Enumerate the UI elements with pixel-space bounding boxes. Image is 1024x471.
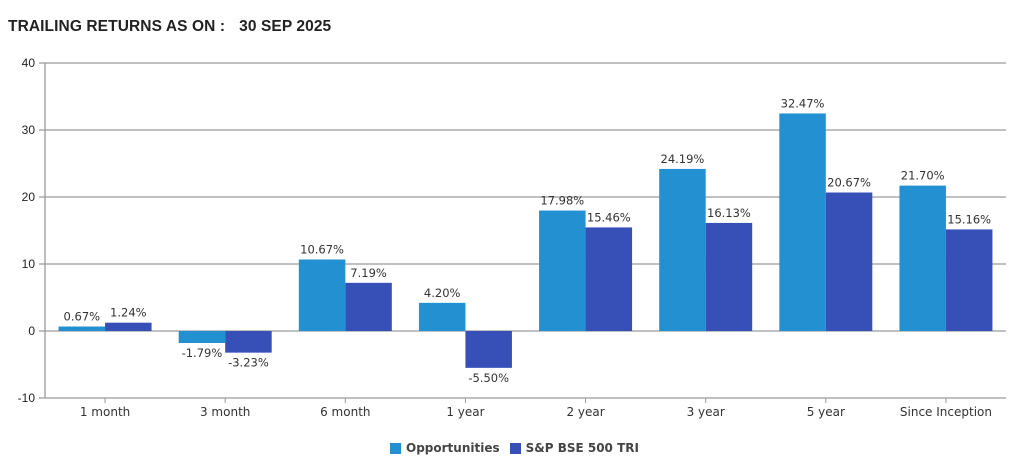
bar-benchmark: [825, 192, 873, 331]
bar-benchmark: [945, 229, 993, 331]
data-label: 21.70%: [901, 169, 945, 183]
bar-benchmark: [105, 322, 152, 331]
bar-opportunities: [659, 168, 706, 331]
bar-opportunities: [779, 113, 826, 332]
x-tick-label: Since Inception: [900, 405, 992, 419]
data-label: -3.23%: [228, 356, 269, 370]
x-tick-label: 1 year: [446, 405, 484, 419]
y-tick-label: 0: [28, 324, 35, 338]
legend-label-opportunities: Opportunities: [406, 441, 500, 455]
bar-benchmark: [705, 222, 753, 331]
bar-opportunities: [539, 210, 586, 331]
legend: Opportunities S&P BSE 500 TRI: [390, 441, 649, 455]
title-text: TRAILING RETURNS AS ON :: [8, 18, 226, 35]
y-tick-label: 20: [22, 190, 36, 204]
data-label: 32.47%: [781, 96, 825, 110]
data-label: 1.24%: [110, 306, 147, 320]
data-labels: 0.67% 1.24% -1.79% -3.23% 10.67% 7.19% 4.20% -5…: [64, 96, 992, 384]
x-tick-label: 3 month: [200, 405, 250, 419]
x-tick-label: 6 month: [320, 405, 370, 419]
bar-benchmark: [345, 282, 392, 331]
data-label: 4.20%: [424, 286, 461, 300]
data-label: 17.98%: [540, 194, 584, 208]
data-label: -1.79%: [182, 346, 223, 360]
chart-title: TRAILING RETURNS AS ON : 30 SEP 2025: [8, 18, 331, 36]
y-tick-label: 10: [22, 257, 36, 271]
bars: [58, 113, 993, 368]
legend-swatch-opportunities: [390, 442, 401, 454]
bar-opportunities: [298, 259, 346, 331]
data-label: -5.50%: [468, 371, 509, 385]
y-tick-label: 40: [22, 56, 36, 70]
x-tick-label: 3 year: [687, 405, 725, 419]
axes: -10 0 10 20 30 40 1 month 3 month 6 month 1 year 2…: [18, 56, 992, 419]
x-tick-label: 2 year: [566, 405, 604, 419]
x-tick-label: 5 year: [807, 405, 845, 419]
x-tick-label: 1 month: [80, 405, 130, 419]
legend-item-opportunities[interactable]: Opportunities: [390, 441, 500, 455]
y-tick-label: 30: [22, 123, 36, 137]
bar-opportunities: [418, 302, 466, 331]
legend-swatch-benchmark: [509, 442, 521, 454]
legend-label-benchmark: S&P BSE 500 TRI: [525, 441, 639, 455]
data-label: 20.67%: [827, 176, 871, 190]
data-label: 7.19%: [350, 266, 387, 280]
bar-benchmark: [465, 331, 512, 368]
legend-item-benchmark[interactable]: S&P BSE 500 TRI: [509, 441, 639, 455]
bar-opportunities: [178, 331, 226, 343]
y-tick-label: -10: [18, 391, 36, 405]
data-label: 16.13%: [707, 206, 751, 220]
data-label: 24.19%: [661, 152, 705, 166]
data-label: 15.16%: [947, 212, 991, 226]
data-label: 15.46%: [587, 210, 631, 224]
data-label: 0.67%: [64, 310, 101, 324]
data-label: 10.67%: [300, 243, 344, 257]
bar-benchmark: [585, 227, 633, 331]
bar-opportunities: [899, 185, 946, 331]
title-date: 30 SEP 2025: [239, 18, 332, 35]
bar-benchmark: [225, 331, 272, 353]
bar-opportunities: [58, 326, 106, 331]
